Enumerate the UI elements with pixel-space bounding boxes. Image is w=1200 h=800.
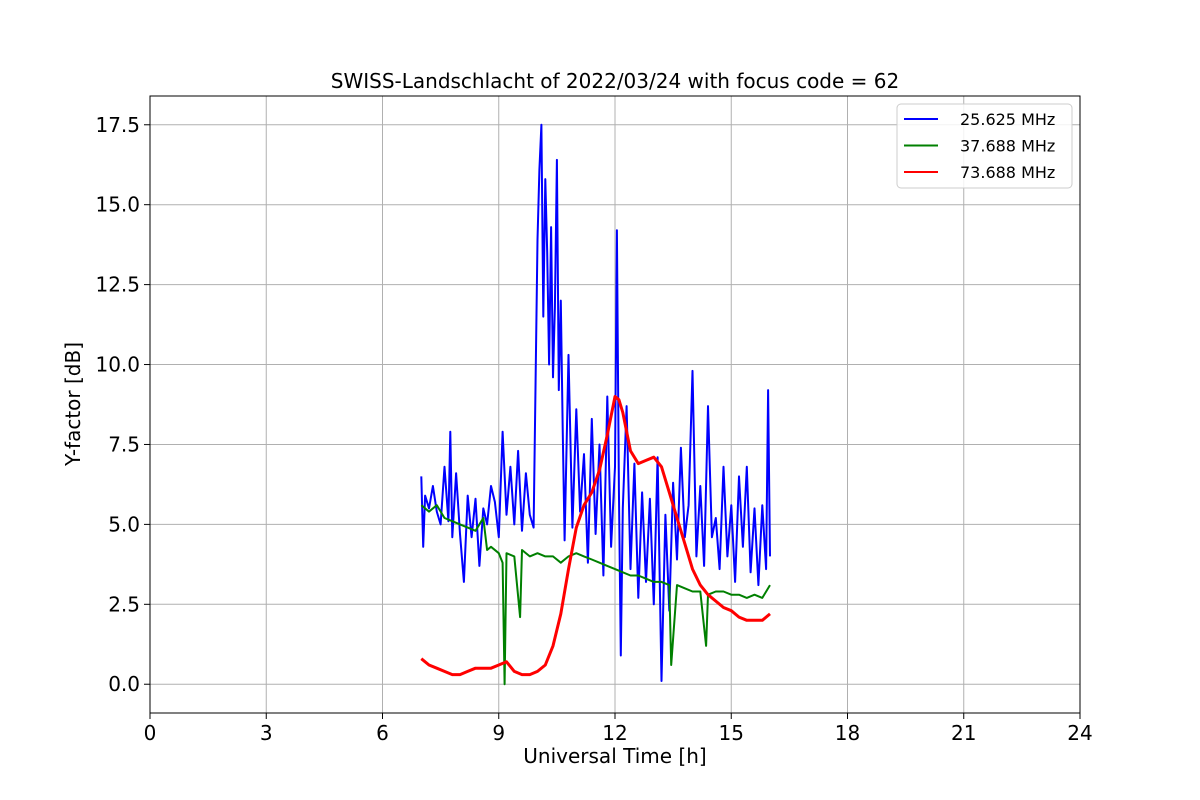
y-tick-label: 10.0 [95, 353, 140, 377]
x-axis-title: Universal Time [h] [523, 744, 706, 768]
y-tick-label: 12.5 [95, 273, 140, 297]
legend-label-73-688-mhz: 73.688 MHz [960, 163, 1055, 182]
x-tick-label: 12 [602, 721, 627, 745]
series-lines [420, 123, 771, 686]
x-tick-label: 3 [260, 721, 273, 745]
x-tick-label: 15 [719, 721, 744, 745]
y-axis-title: Y-factor [dB] [61, 342, 85, 467]
x-tick-label: 9 [492, 721, 505, 745]
y-tick-label: 17.5 [95, 113, 140, 137]
y-tick-label: 2.5 [108, 592, 140, 616]
x-tick-label: 6 [376, 721, 389, 745]
y-tick-label: 15.0 [95, 193, 140, 217]
series-line-73-688-mhz [420, 395, 771, 677]
y-tick-label: 5.0 [108, 512, 140, 536]
axis-ticks: 0 3 6 9 12 15 18 21 24 0.0 2.5 5.0 7.5 10.0 12.5 15.0 17… [95, 113, 1092, 745]
legend-label-25-625-mhz: 25.625 MHz [960, 110, 1055, 129]
x-tick-label: 21 [951, 721, 976, 745]
x-tick-label: 24 [1067, 721, 1092, 745]
legend: 25.625 MHz 37.688 MHz 73.688 MHz [896, 103, 1073, 189]
legend-label-37-688-mhz: 37.688 MHz [960, 137, 1055, 156]
y-tick-label: 7.5 [108, 432, 140, 456]
chart-title: SWISS-Landschlacht of 2022/03/24 with fo… [331, 69, 899, 93]
y-tick-label: 0.0 [108, 672, 140, 696]
series-line-25-625-mhz [420, 123, 771, 682]
legend-box [896, 103, 1073, 189]
series-line-37-688-mhz [420, 504, 771, 686]
x-tick-label: 0 [144, 721, 157, 745]
x-tick-label: 18 [835, 721, 860, 745]
